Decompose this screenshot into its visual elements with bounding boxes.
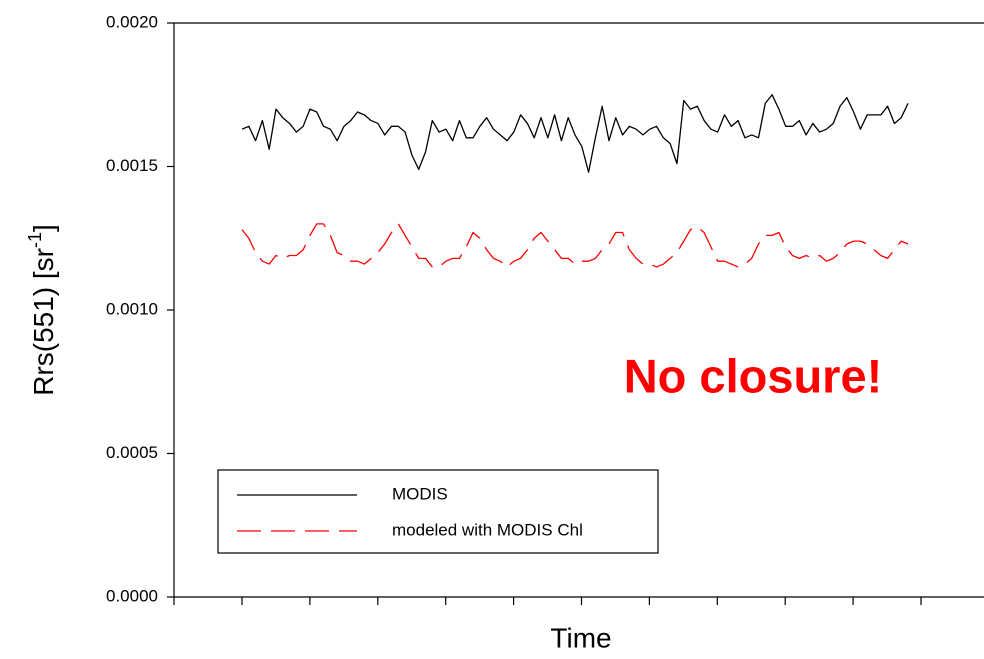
x-ticks xyxy=(173,597,922,605)
y-label-sup: -1 xyxy=(25,232,45,248)
series-line xyxy=(241,94,909,173)
legend-label: modeled with MODIS Chl xyxy=(392,520,583,539)
y-axis-label: Rrs(551) [sr-1] xyxy=(25,224,60,396)
y-tick-label: 0.0005 xyxy=(106,443,158,462)
annotation: No closure! xyxy=(624,349,883,402)
series-line xyxy=(241,223,909,268)
y-tick-label: 0.0015 xyxy=(106,156,158,175)
y-label-end: ] xyxy=(28,224,59,232)
y-tick-label: 0.0020 xyxy=(106,12,158,31)
legend-label: MODIS xyxy=(392,484,448,503)
y-tick-label: 0.0010 xyxy=(106,299,158,318)
x-axis-label: Time xyxy=(550,622,611,653)
y-tick-label: 0.0000 xyxy=(106,586,158,605)
legend-box xyxy=(217,469,659,554)
y-label-main: Rrs(551) [sr xyxy=(28,248,59,396)
